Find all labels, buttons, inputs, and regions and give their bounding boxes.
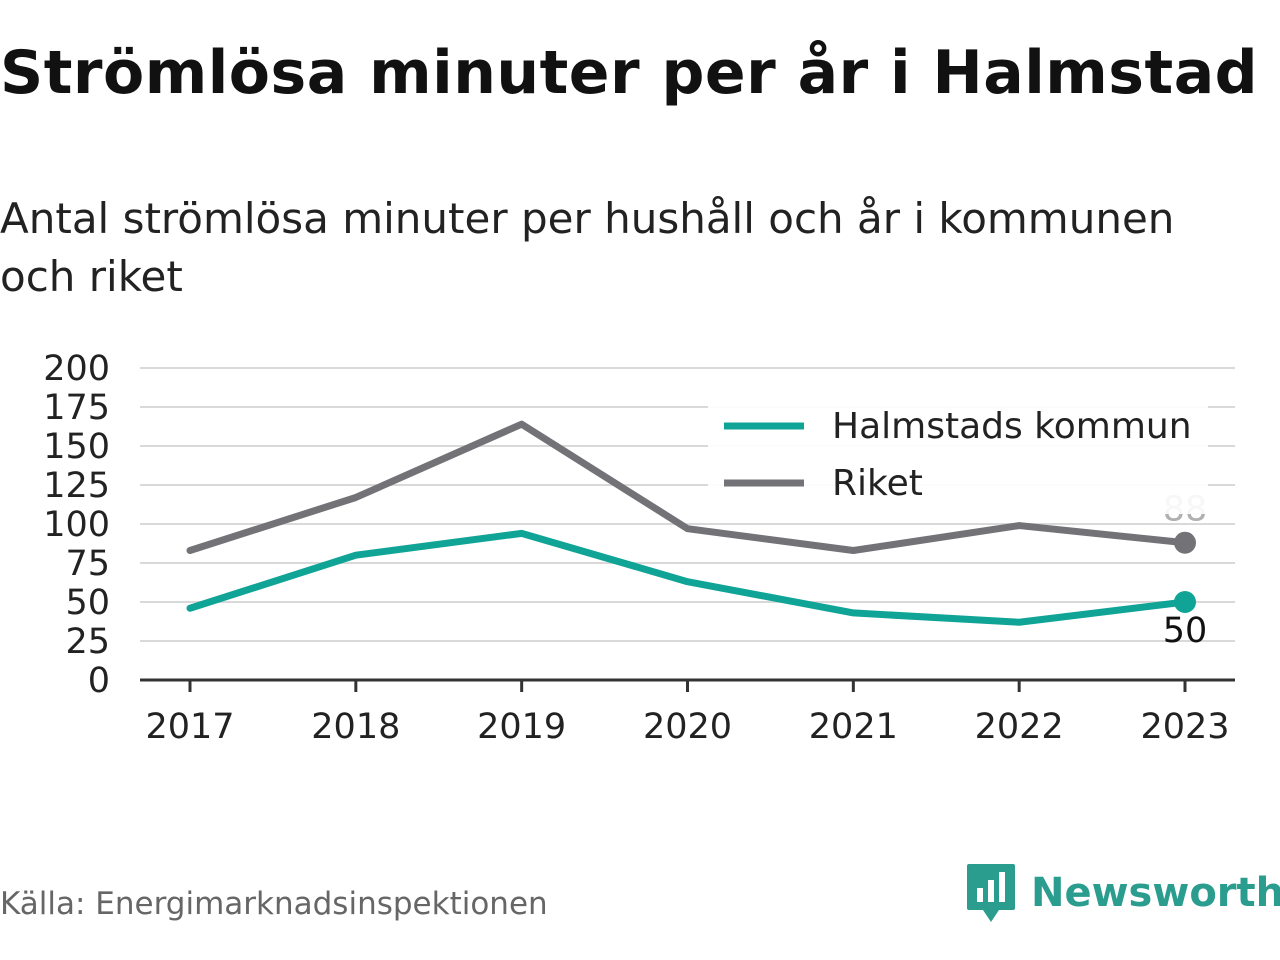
legend-label: Halmstads kommun — [832, 406, 1192, 447]
end-value-label-halmstad: 50 — [1163, 611, 1208, 651]
y-tick-label: 50 — [65, 583, 110, 623]
y-tick-label: 125 — [43, 466, 110, 506]
y-tick-label: 150 — [43, 427, 110, 467]
legend: Halmstads kommun Riket — [708, 404, 1208, 514]
legend-label: Riket — [832, 463, 923, 504]
legend-background — [708, 404, 1208, 514]
brand-logo: Newsworthy — [965, 862, 1280, 924]
y-tick-label: 25 — [65, 622, 110, 662]
x-tick-label: 2020 — [643, 707, 732, 747]
y-tick-label: 100 — [43, 505, 110, 545]
y-tick-label: 0 — [88, 661, 110, 701]
end-point-halmstad — [1174, 591, 1196, 613]
x-tick-label: 2019 — [477, 707, 566, 747]
y-tick-label: 175 — [43, 388, 110, 428]
x-tick-label: 2018 — [311, 707, 400, 747]
x-tick-label: 2023 — [1140, 707, 1229, 747]
source-note: Källa: Energimarknadsinspektionen — [0, 886, 548, 922]
x-tick-label: 2021 — [809, 707, 898, 747]
page-title: Strömlösa minuter per år i Halmstad — [0, 38, 1259, 108]
x-axis: 2017 2018 2019 2020 2021 2022 2023 — [140, 678, 1235, 747]
page-subtitle: Antal strömlösa minuter per hushåll och … — [0, 194, 1175, 301]
x-tick-label: 2022 — [975, 707, 1064, 747]
y-tick-label: 75 — [65, 544, 110, 584]
brand-name: Newsworthy — [1031, 870, 1280, 916]
x-tick-label: 2017 — [145, 707, 234, 747]
y-tick-label: 200 — [43, 349, 110, 389]
end-point-riket — [1174, 531, 1196, 554]
newsworthy-logo-icon — [967, 864, 1015, 922]
series-line-halmstad — [186, 529, 1189, 626]
series-line-riket — [186, 420, 1189, 555]
